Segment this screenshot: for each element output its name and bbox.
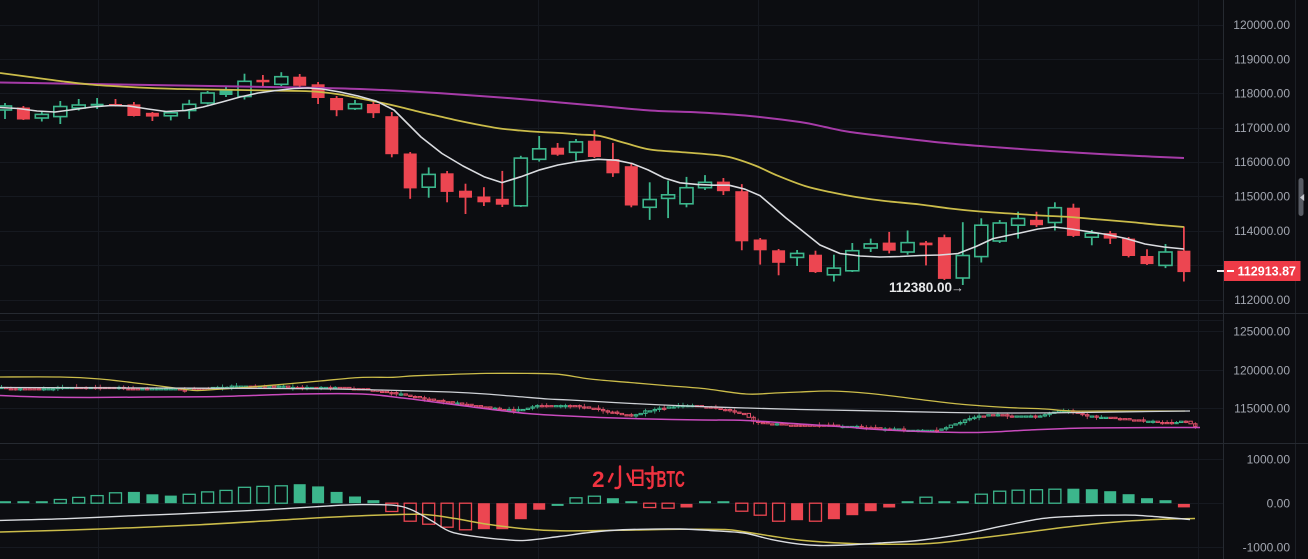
svg-text:115000.00: 115000.00 bbox=[1234, 190, 1290, 204]
svg-text:125000.00: 125000.00 bbox=[1233, 325, 1290, 339]
svg-text:116000.00: 116000.00 bbox=[1234, 155, 1290, 169]
svg-text:115000.00: 115000.00 bbox=[1234, 402, 1290, 416]
svg-text:1000.00: 1000.00 bbox=[1247, 453, 1291, 467]
svg-text:2: 2 bbox=[592, 467, 605, 492]
svg-text:119000.00: 119000.00 bbox=[1234, 53, 1290, 67]
svg-text:118000.00: 118000.00 bbox=[1234, 87, 1290, 101]
svg-text:112380.00: 112380.00 bbox=[889, 280, 952, 295]
svg-text:0.00: 0.00 bbox=[1267, 497, 1291, 511]
svg-text:114000.00: 114000.00 bbox=[1234, 224, 1290, 238]
svg-text:117000.00: 117000.00 bbox=[1234, 121, 1290, 135]
svg-text:112913.87: 112913.87 bbox=[1238, 265, 1296, 279]
svg-text:→: → bbox=[951, 280, 964, 295]
svg-text:-1000.00: -1000.00 bbox=[1243, 541, 1291, 555]
svg-text:BTC: BTC bbox=[656, 468, 685, 493]
svg-text:120000.00: 120000.00 bbox=[1233, 18, 1290, 32]
svg-text:120000.00: 120000.00 bbox=[1233, 364, 1290, 378]
svg-text:112000.00: 112000.00 bbox=[1234, 293, 1290, 307]
